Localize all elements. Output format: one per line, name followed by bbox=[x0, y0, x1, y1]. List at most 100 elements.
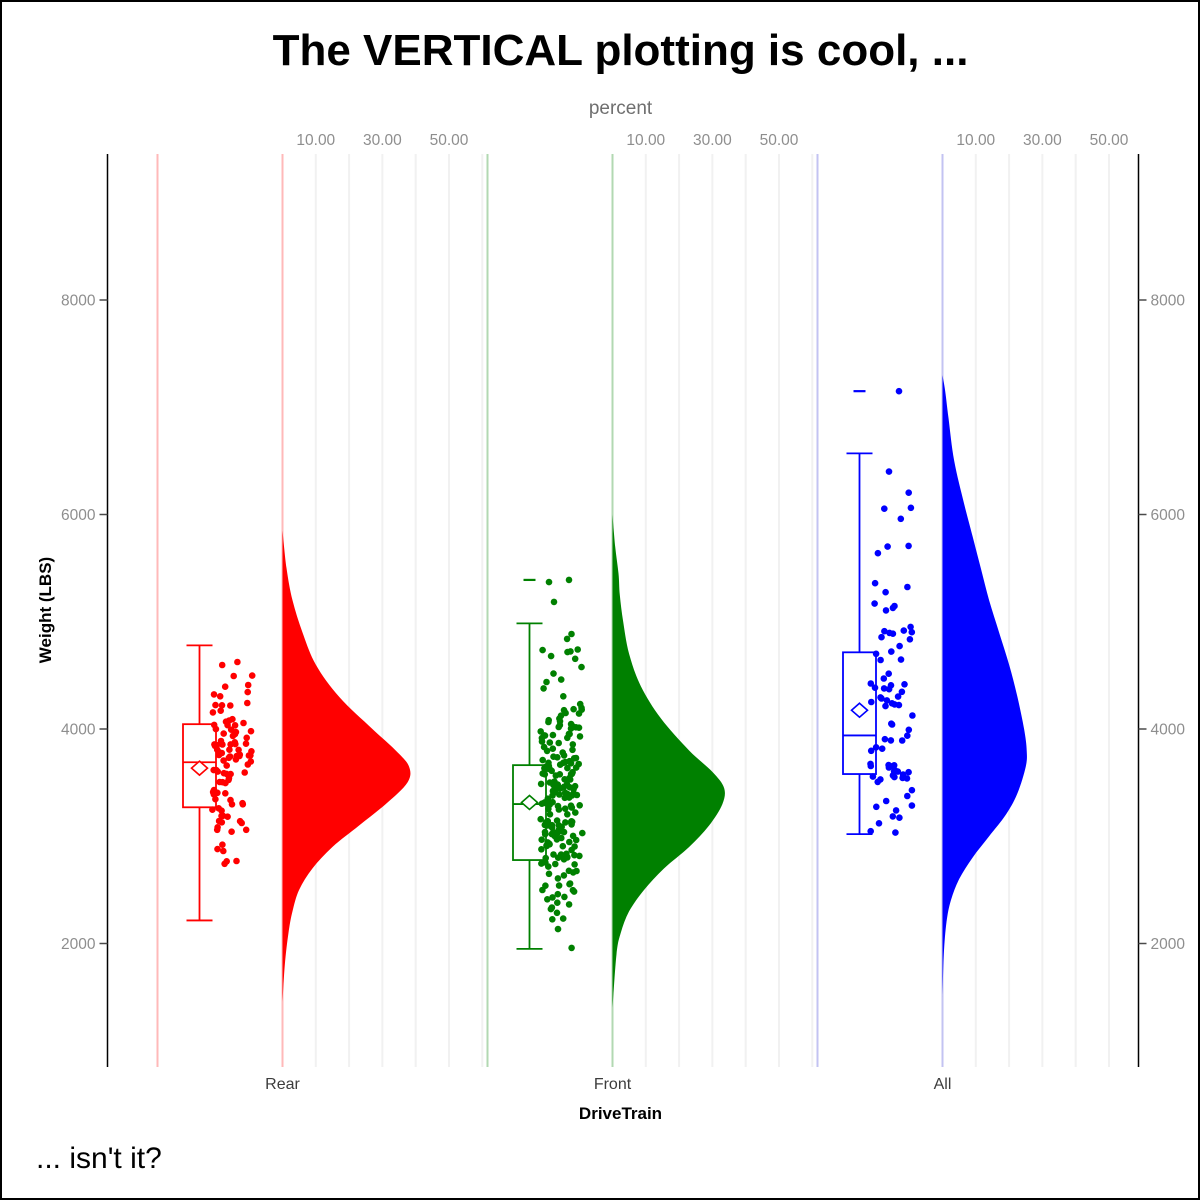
y-tick-label-right: 8000 bbox=[1151, 293, 1186, 310]
jitter-point bbox=[907, 623, 914, 631]
jitter-point bbox=[213, 826, 221, 834]
jitter-point bbox=[219, 841, 226, 848]
jitter-point bbox=[220, 730, 227, 737]
jitter-point bbox=[869, 773, 877, 780]
jitter-point bbox=[569, 886, 577, 894]
mean-diamond bbox=[520, 794, 539, 811]
jitter-point bbox=[559, 915, 567, 922]
jitter-point bbox=[904, 792, 911, 800]
jitter-point bbox=[218, 812, 225, 820]
jitter-point bbox=[566, 880, 574, 887]
y-tick-label-left: 8000 bbox=[61, 293, 96, 310]
jitter-point bbox=[885, 761, 892, 769]
top-axis-tick-label: 30.00 bbox=[363, 132, 402, 149]
jitter-point bbox=[568, 630, 575, 638]
outlier-point bbox=[545, 578, 553, 586]
x-axis-title: DriveTrain bbox=[578, 1104, 663, 1123]
jitter-point bbox=[242, 826, 250, 834]
jitter-point bbox=[564, 648, 571, 656]
top-axis-tick-label: 50.00 bbox=[760, 132, 799, 149]
mean-diamond bbox=[850, 702, 869, 719]
jitter-point bbox=[574, 646, 581, 653]
jitter-point bbox=[560, 783, 568, 791]
jitter-point bbox=[222, 779, 229, 787]
jitter-point bbox=[556, 771, 564, 778]
jitter-point bbox=[575, 724, 583, 731]
jitter-point bbox=[575, 710, 583, 717]
jitter-point bbox=[242, 740, 250, 747]
jitter-point bbox=[551, 832, 558, 840]
jitter-point bbox=[559, 842, 567, 850]
top-axis-tick-label: 10.00 bbox=[626, 132, 665, 149]
jitter-point bbox=[229, 715, 236, 723]
jitter-point bbox=[571, 655, 579, 663]
top-axis-tick-label: 10.00 bbox=[956, 132, 995, 149]
category-label-all: All bbox=[934, 1076, 952, 1093]
jitter-point bbox=[556, 791, 563, 798]
jitter-point bbox=[560, 693, 567, 700]
jitter-point bbox=[909, 712, 916, 719]
jitter-point bbox=[218, 702, 226, 709]
jitter-point bbox=[552, 785, 559, 792]
jitter-point bbox=[882, 588, 889, 596]
jitter-point bbox=[221, 683, 229, 690]
jitter-point bbox=[567, 720, 575, 728]
jitter-point bbox=[244, 688, 251, 696]
jitter-point bbox=[572, 809, 579, 816]
jitter-point bbox=[214, 789, 221, 797]
outlier-point bbox=[550, 598, 558, 606]
jitter-point bbox=[568, 944, 575, 952]
jitter-point bbox=[569, 741, 577, 748]
jitter-point bbox=[572, 836, 580, 844]
jitter-point bbox=[872, 744, 880, 751]
jitter-point bbox=[561, 805, 569, 812]
jitter-point bbox=[214, 845, 221, 853]
jitter-point bbox=[882, 607, 890, 614]
jitter-point bbox=[564, 764, 571, 772]
jitter-point bbox=[908, 802, 916, 809]
jitter-point bbox=[905, 726, 913, 734]
jitter-point bbox=[550, 753, 557, 760]
jitter-point bbox=[576, 802, 583, 809]
jitter-point bbox=[571, 861, 578, 868]
y-tick-label-left: 4000 bbox=[61, 722, 96, 739]
jitter-point bbox=[888, 700, 896, 707]
jitter-point bbox=[555, 827, 562, 835]
jitter-point bbox=[566, 838, 573, 846]
jitter-point bbox=[568, 846, 575, 854]
jitter-point bbox=[234, 658, 241, 666]
jitter-point bbox=[216, 693, 224, 700]
jitter-point bbox=[570, 755, 578, 762]
jitter-point bbox=[554, 925, 562, 933]
jitter-point bbox=[559, 749, 566, 756]
jitter-point bbox=[538, 860, 545, 867]
jitter-point bbox=[880, 685, 888, 692]
jitter-point bbox=[896, 642, 903, 650]
jitter-point bbox=[218, 807, 225, 814]
y-tick-label-right: 6000 bbox=[1151, 507, 1186, 524]
jitter-point bbox=[227, 796, 234, 804]
jitter-point bbox=[883, 697, 891, 704]
jitter-point bbox=[906, 636, 914, 643]
y-tick-label-left: 6000 bbox=[61, 507, 96, 524]
jitter-point bbox=[882, 702, 889, 710]
jitter-point bbox=[900, 627, 908, 634]
jitter-point bbox=[888, 648, 895, 655]
mean-diamond bbox=[190, 760, 209, 777]
jitter-point bbox=[220, 847, 227, 855]
jitter-point bbox=[887, 682, 895, 689]
jitter-point bbox=[539, 756, 546, 764]
category-label-front: Front bbox=[594, 1076, 632, 1093]
jitter-point bbox=[545, 716, 552, 724]
jitter-point bbox=[566, 774, 573, 782]
jitter-point bbox=[889, 630, 897, 637]
category-label-rear: Rear bbox=[265, 1076, 300, 1093]
jitter-point bbox=[908, 786, 916, 794]
box-front bbox=[512, 764, 547, 861]
jitter-point bbox=[540, 685, 547, 692]
jitter-point bbox=[569, 768, 576, 776]
jitter-point bbox=[875, 820, 883, 827]
jitter-point bbox=[873, 803, 880, 811]
jitter-point bbox=[542, 882, 549, 889]
